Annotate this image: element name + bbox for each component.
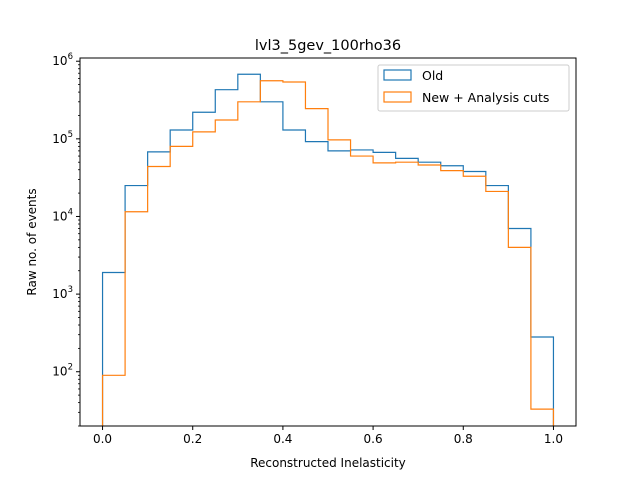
histogram-bin-1-5 [215, 120, 238, 426]
histogram-bin-1-17 [486, 191, 509, 426]
legend-label-old: Old [422, 68, 443, 83]
legend: Old New + Analysis cuts [377, 64, 570, 112]
series-0 [101, 73, 555, 426]
x-tick-label: 0.2 [183, 432, 202, 446]
y-axis-label: Raw no. of events [25, 188, 39, 295]
histogram-bin-1-0 [103, 375, 126, 426]
x-tick-label: 0.8 [454, 432, 473, 446]
legend-swatch-old [383, 69, 412, 81]
histogram-bin-1-13 [396, 162, 419, 426]
x-tick-label: 1.0 [544, 432, 563, 446]
histogram-bin-1-3 [170, 146, 193, 426]
y-tick-label: 105 [52, 130, 73, 146]
histogram-bin-1-2 [148, 167, 171, 426]
series-outline-0 [101, 73, 555, 426]
histogram-bin-1-8 [283, 82, 306, 426]
histogram-bin-1-9 [305, 109, 328, 426]
x-axis-label: Reconstructed Inelasticity [250, 456, 406, 470]
histogram-bin-1-15 [441, 171, 464, 426]
series-outline-1 [101, 80, 555, 426]
histogram-bin-1-18 [508, 247, 531, 426]
y-tick-label: 102 [52, 363, 73, 379]
series-layer [101, 73, 555, 426]
chart-title: lvl3_5gev_100rho36 [255, 38, 401, 54]
x-tick-label: 0.4 [273, 432, 292, 446]
histogram-bin-1-19 [531, 409, 554, 426]
legend-box [377, 64, 570, 112]
x-tick-label: 0.0 [93, 432, 112, 446]
legend-label-new: New + Analysis cuts [422, 90, 549, 105]
histogram-bin-1-1 [125, 212, 148, 426]
y-tick-label: 104 [52, 207, 73, 223]
histogram-bin-1-4 [193, 132, 216, 426]
histogram-bin-1-16 [463, 176, 486, 426]
series-1 [101, 80, 555, 426]
histogram-bin-1-7 [260, 81, 283, 426]
plot-frame [79, 57, 577, 427]
histogram-bin-1-11 [351, 156, 374, 426]
x-tick-label: 0.6 [364, 432, 383, 446]
y-tick-label: 103 [52, 285, 73, 301]
axes-layer: 0.0 0.2 0.4 0.6 0.8 1.0 102 103 104 105 106 [52, 52, 563, 446]
y-tick-label: 106 [52, 52, 73, 68]
legend-swatch-new [383, 91, 412, 103]
histogram-bin-1-10 [328, 140, 351, 426]
histogram-bin-1-6 [238, 102, 261, 426]
histogram-bin-1-14 [418, 165, 441, 426]
histogram-bin-1-12 [373, 163, 396, 426]
